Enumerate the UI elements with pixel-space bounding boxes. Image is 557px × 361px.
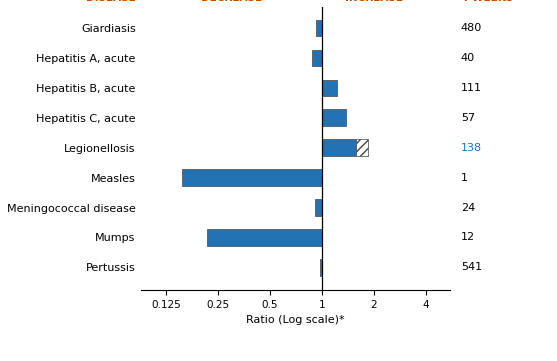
Bar [320,259,322,276]
X-axis label: Ratio (Log scale)*: Ratio (Log scale)* [246,315,345,325]
Bar [356,139,368,156]
Text: DISEASE: DISEASE [86,0,136,3]
Text: 111: 111 [461,83,482,93]
Bar [207,229,322,246]
Bar [315,199,322,216]
Text: 24: 24 [461,203,475,213]
Text: 57: 57 [461,113,475,123]
Text: 541: 541 [461,262,482,273]
Bar [322,109,346,126]
Text: 40: 40 [461,53,475,63]
Text: 1: 1 [461,173,468,183]
Bar [312,49,322,66]
Bar [322,79,337,96]
Text: DECREASE: DECREASE [201,0,262,3]
Bar [316,19,322,36]
Bar [182,169,322,186]
Bar [322,139,356,156]
Text: CASES CURRENT
4 WEEKS: CASES CURRENT 4 WEEKS [461,0,557,3]
Text: 138: 138 [461,143,482,153]
Text: INCREASE: INCREASE [345,0,403,3]
Text: 12: 12 [461,232,475,243]
Text: 480: 480 [461,23,482,33]
